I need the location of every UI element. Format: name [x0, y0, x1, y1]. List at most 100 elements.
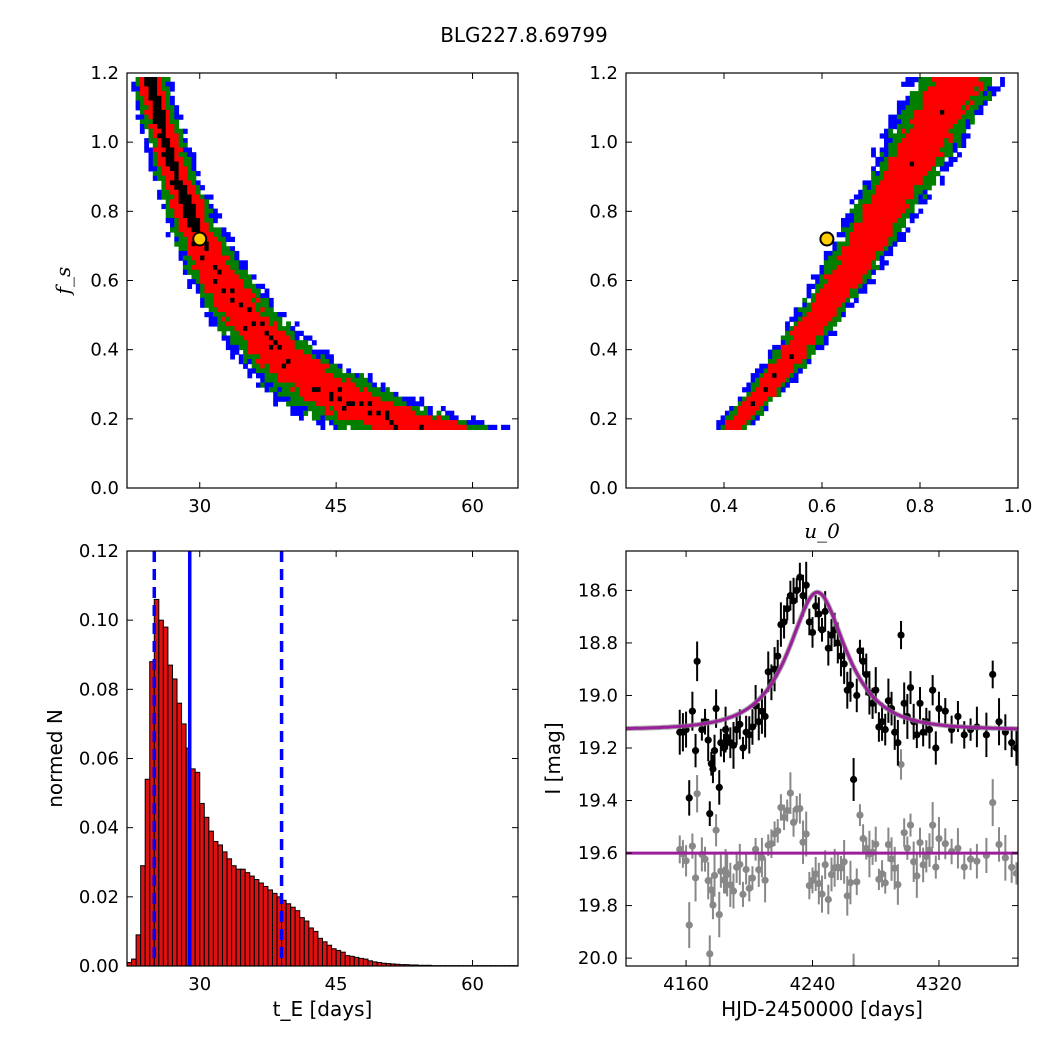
- p1-cell: [204, 250, 210, 257]
- p1-cell: [303, 382, 309, 388]
- p1-cell: [204, 222, 210, 228]
- p1-cell: [221, 227, 227, 233]
- p1-cell: [187, 203, 192, 210]
- p1-cell: [251, 283, 257, 289]
- p1-cell: [445, 415, 450, 421]
- p2-cell: [879, 250, 885, 257]
- p1-cell: [157, 95, 162, 101]
- p1-cell: [182, 142, 188, 148]
- p1-xtick-label: 60: [461, 496, 484, 517]
- p2-cell: [896, 171, 902, 177]
- p1-cell: [307, 401, 313, 407]
- p1-cell: [281, 349, 287, 355]
- p1-cell: [329, 391, 334, 398]
- p3-xtick-label: 45: [325, 974, 348, 995]
- p1-cell: [324, 349, 330, 355]
- p2-cell: [888, 241, 894, 247]
- p2-cell: [750, 382, 756, 388]
- p2-cell: [879, 260, 885, 266]
- p1-cell: [221, 293, 227, 299]
- p2-cell: [896, 194, 902, 200]
- p1-cell: [204, 269, 210, 275]
- p1-cell: [333, 415, 339, 421]
- residual-point: [824, 895, 832, 904]
- residual-point: [910, 858, 918, 866]
- p1-cell: [342, 377, 347, 383]
- p1-cell: [161, 166, 167, 172]
- p1-cell: [195, 180, 201, 186]
- p1-cell: [221, 307, 227, 313]
- p1-cell: [165, 185, 171, 191]
- p1-cell: [436, 420, 442, 426]
- p2-cell: [785, 349, 790, 355]
- p2-cell: [767, 387, 773, 393]
- p1-cell: [376, 415, 382, 421]
- p1-cell: [290, 410, 296, 416]
- p1-cell: [303, 391, 309, 398]
- p1-cell: [148, 124, 154, 130]
- p2-cell: [948, 156, 954, 163]
- p1-cell: [359, 373, 364, 379]
- p2-cell: [746, 415, 752, 421]
- p1-cell: [324, 368, 330, 374]
- p2-cell: [810, 312, 816, 318]
- p2-cell: [927, 180, 932, 186]
- residual-point: [706, 950, 714, 958]
- p1-cell: [221, 265, 227, 271]
- p1-cell: [165, 86, 171, 92]
- p2-cell: [905, 124, 911, 130]
- p2-cell: [853, 260, 859, 266]
- p1-cell: [217, 269, 223, 275]
- p1-cell: [152, 81, 158, 87]
- p2-cell: [789, 326, 795, 332]
- residual-point: [1001, 854, 1009, 862]
- p1-cell: [187, 171, 192, 177]
- p1-cell: [191, 189, 197, 195]
- p2-cell: [871, 218, 876, 224]
- p2-cell: [841, 269, 846, 275]
- p1-cell: [234, 283, 240, 289]
- p2-cell: [798, 316, 803, 322]
- p2-cell: [884, 161, 889, 167]
- p1-cell: [165, 208, 171, 214]
- p2-cell: [836, 246, 842, 252]
- p2-cell: [961, 91, 967, 97]
- p1-cell: [234, 307, 240, 313]
- p1-cell: [329, 410, 334, 416]
- p1-cell: [264, 382, 270, 388]
- p1-cell: [359, 401, 364, 407]
- p1-cell: [247, 297, 253, 304]
- p2-cell: [896, 109, 902, 116]
- p2-cell: [879, 166, 885, 172]
- p2-cell: [815, 297, 820, 304]
- p1-cell: [148, 119, 154, 125]
- p1-cell: [376, 387, 382, 393]
- p1-cell: [273, 382, 278, 388]
- p2-cell: [724, 415, 730, 421]
- p2-cell: [853, 246, 859, 252]
- residual-point: [935, 834, 943, 843]
- p1-cell: [152, 100, 158, 106]
- p2-cell: [823, 297, 829, 304]
- p1-cell: [243, 330, 248, 336]
- p2-cell: [858, 203, 863, 210]
- p1-cell: [195, 218, 201, 224]
- p1-cell: [453, 415, 459, 421]
- p2-cell: [922, 95, 928, 101]
- p2-cell: [931, 171, 937, 177]
- p2-cell: [905, 109, 911, 116]
- p2-cell: [737, 396, 743, 402]
- p2-cell: [828, 321, 833, 327]
- p1-cell: [372, 410, 377, 416]
- p1-cell: [333, 420, 339, 426]
- p2-cell: [802, 321, 808, 327]
- p1-cell: [350, 382, 356, 388]
- p1-cell: [273, 316, 278, 322]
- p1-cell: [342, 387, 347, 393]
- p1-cell: [195, 171, 201, 177]
- p2-cell: [853, 283, 859, 289]
- data-point: [748, 723, 757, 731]
- data-point: [780, 618, 788, 626]
- histogram-bar: [312, 930, 319, 967]
- p1-cell: [234, 312, 240, 318]
